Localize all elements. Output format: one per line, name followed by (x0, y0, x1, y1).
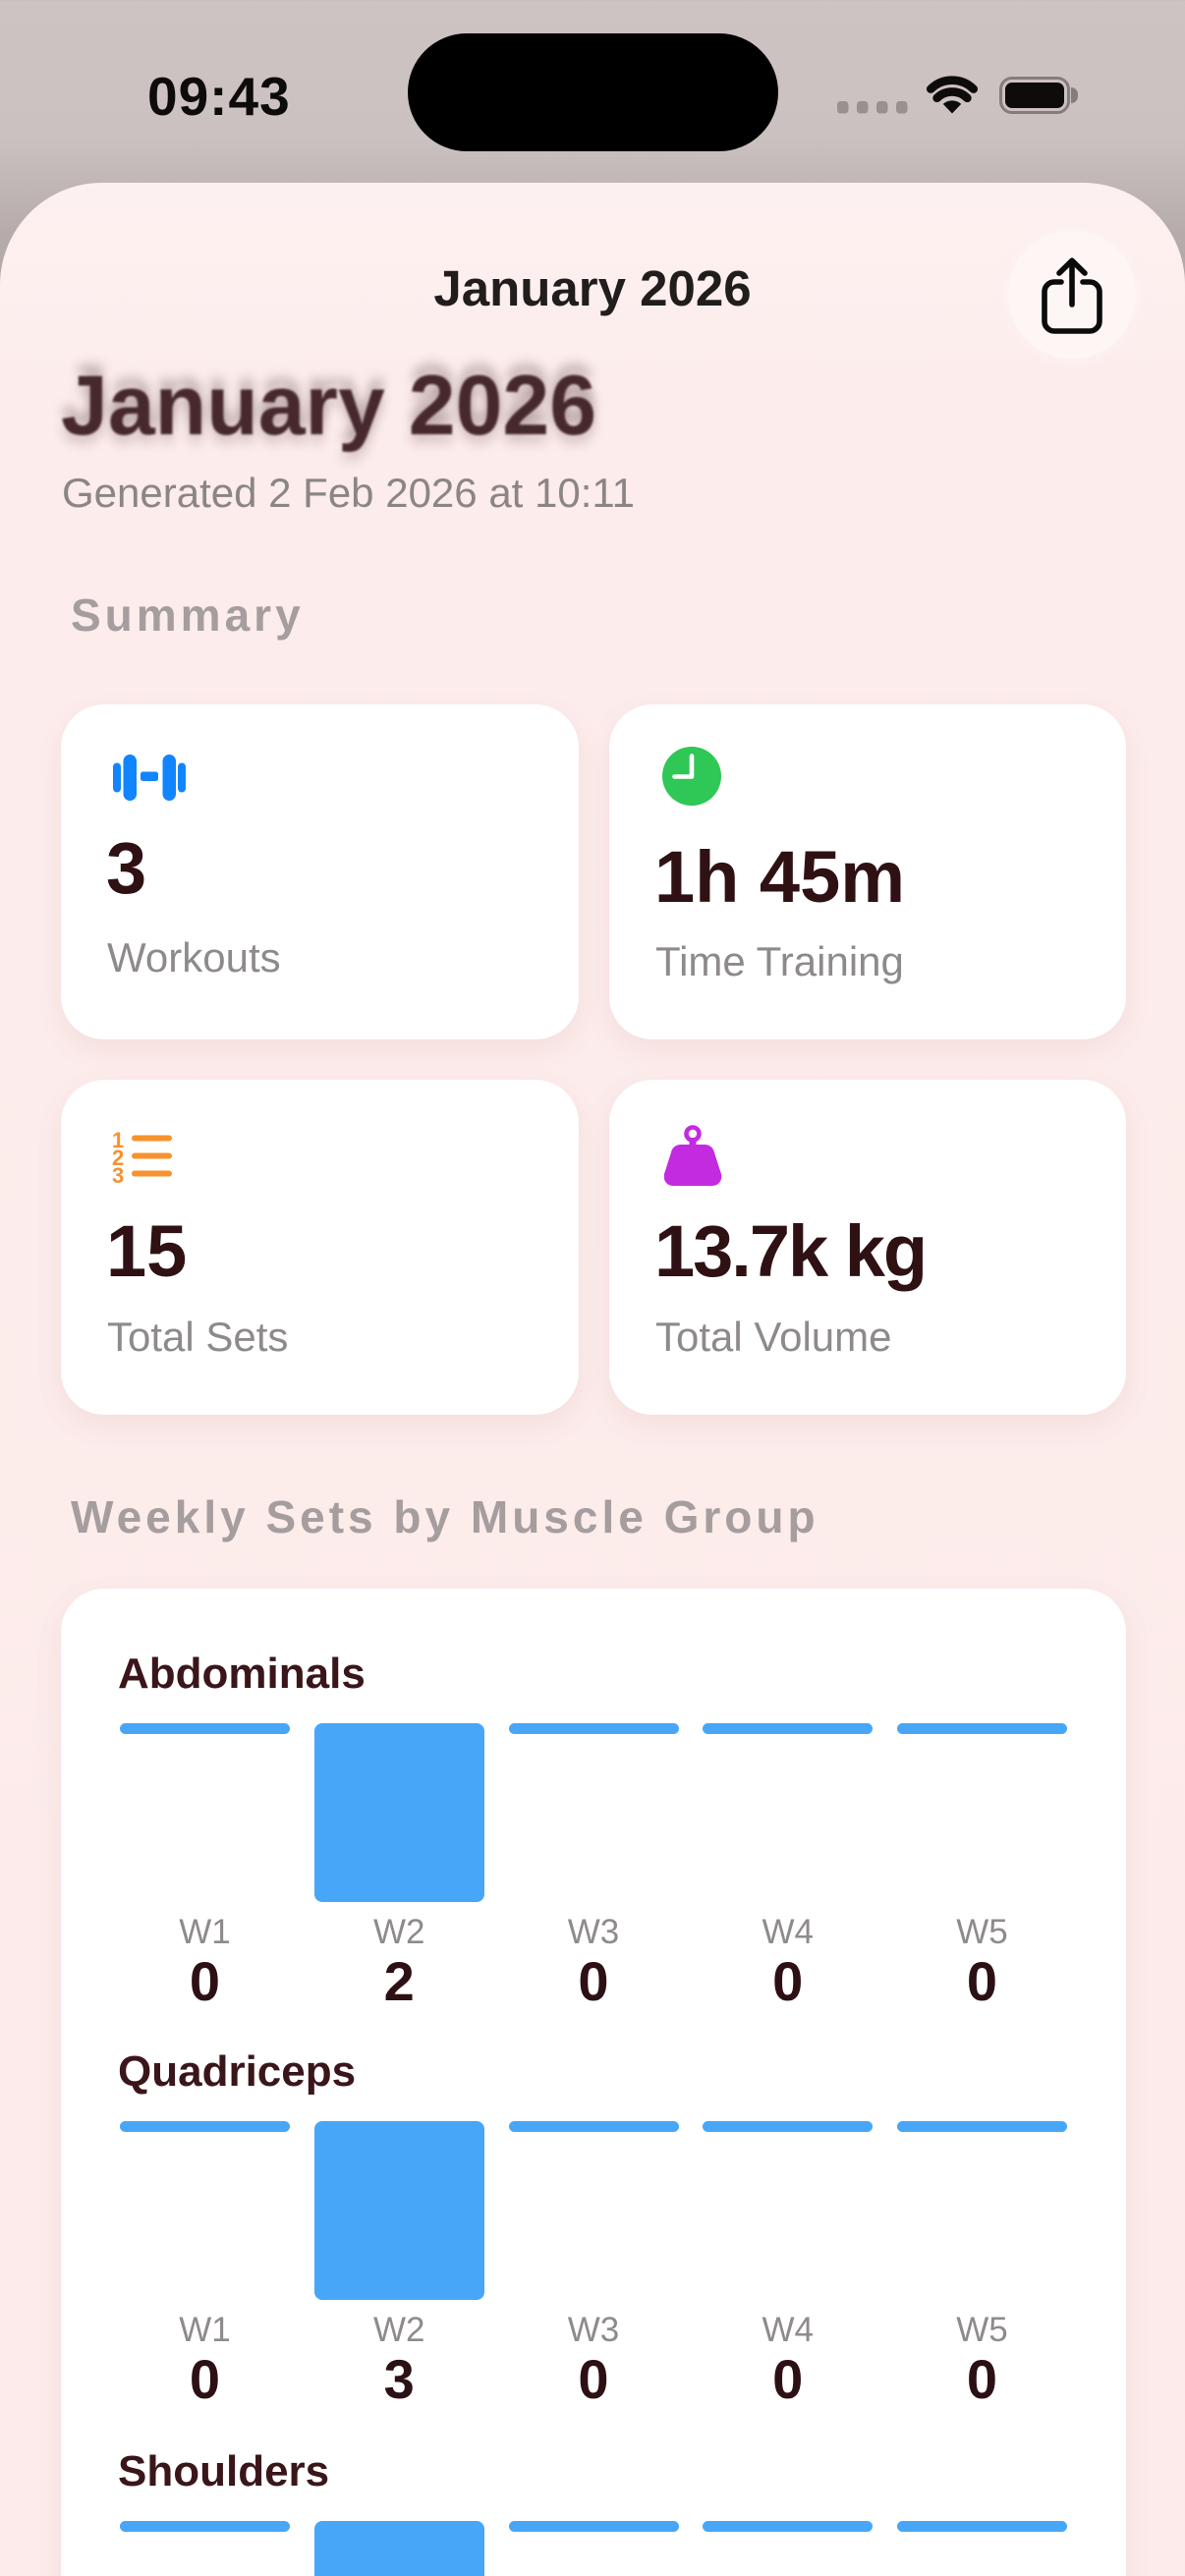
svg-text:1: 1 (112, 1131, 124, 1152)
svg-text:2: 2 (112, 1146, 124, 1170)
svg-text:3: 3 (112, 1163, 124, 1183)
